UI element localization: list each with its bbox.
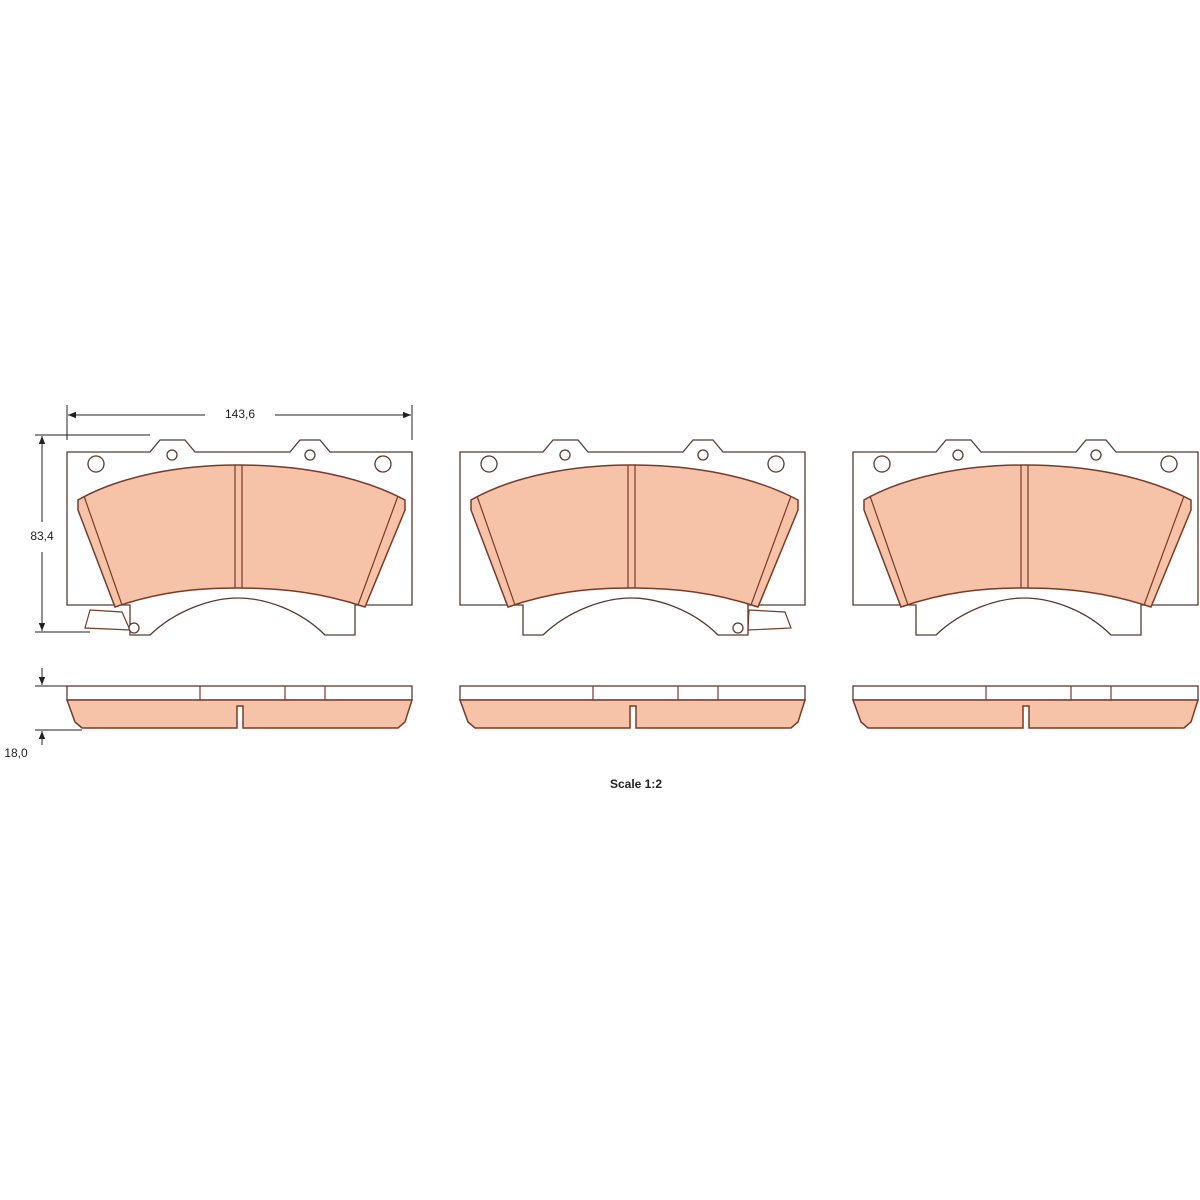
width-label: 143,6 bbox=[225, 407, 255, 421]
height-label: 83,4 bbox=[30, 529, 54, 543]
pad-1 bbox=[66, 439, 413, 729]
pad-3 bbox=[852, 439, 1199, 729]
scale-label: Scale 1:2 bbox=[610, 777, 662, 791]
pad-2 bbox=[459, 439, 806, 729]
thickness-label: 18,0 bbox=[4, 746, 28, 760]
dimensions: 143,6 83,4 18,0 Scale 1:2 bbox=[4, 405, 662, 791]
